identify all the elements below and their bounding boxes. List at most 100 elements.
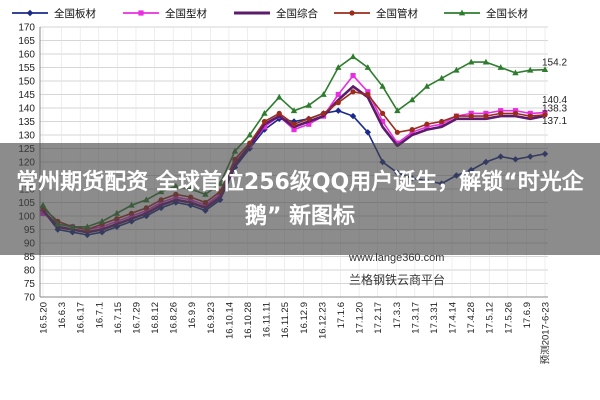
watermark-url: www.lange360.com <box>349 252 445 264</box>
data-point <box>350 73 356 79</box>
legend-item-3: 全国综合 <box>234 7 318 20</box>
y-tick-label: 160 <box>18 50 35 61</box>
data-point <box>261 110 268 116</box>
data-point <box>305 101 312 108</box>
x-tick-label: 17.6.9 <box>522 302 533 328</box>
y-tick-label: 155 <box>18 63 35 74</box>
data-point <box>335 100 341 106</box>
data-point <box>276 93 283 100</box>
data-point <box>527 110 533 116</box>
x-tick-label: 17.3.31 <box>429 302 440 334</box>
data-point <box>335 107 342 114</box>
data-point <box>290 107 298 114</box>
x-tick-label: 16.6.3 <box>57 302 68 328</box>
headline-text: 常州期货配资 全球首位256级QQ用户诞生，解锁“时光企鹅” 新图标 <box>16 170 584 229</box>
data-point <box>467 58 475 65</box>
data-point <box>483 110 489 116</box>
data-point <box>138 10 144 16</box>
data-point <box>527 66 534 73</box>
x-tick-label: 16.12.23 <box>317 302 328 339</box>
y-tick-label: 150 <box>18 77 35 88</box>
y-tick-label: 170 <box>18 23 35 34</box>
data-point <box>498 110 504 116</box>
data-point <box>512 110 519 116</box>
x-tick-label: 17.3.3 <box>392 302 403 328</box>
y-tick-label: 140 <box>18 104 35 115</box>
y-tick-label: 145 <box>18 90 35 101</box>
legend-label: 全国板材 <box>54 7 96 20</box>
data-point <box>512 69 519 76</box>
end-value-label: 137.1 <box>542 116 567 127</box>
x-tick-label: 16.7.15 <box>113 302 124 334</box>
x-tick-label: 16.11.25 <box>280 302 291 338</box>
x-tick-label: 16.9.9 <box>187 302 198 328</box>
x-tick-label: 17.4.14 <box>448 302 459 334</box>
data-point <box>365 91 371 98</box>
headline-banner <box>0 143 600 255</box>
data-point <box>408 96 416 103</box>
data-point <box>349 112 357 120</box>
x-tick-label: 16.12.9 <box>299 302 310 334</box>
data-point <box>306 121 312 127</box>
data-point <box>542 112 548 118</box>
data-point <box>483 113 489 119</box>
x-tick-label: 16.8.12 <box>150 302 161 334</box>
data-point <box>409 127 415 133</box>
y-tick-label: 75 <box>24 279 36 290</box>
data-point <box>438 74 445 81</box>
data-point <box>379 83 386 89</box>
data-point <box>497 64 504 70</box>
data-point <box>394 107 401 114</box>
y-tick-label: 85 <box>24 252 36 263</box>
data-point <box>350 89 356 95</box>
legend-label: 全国管材 <box>376 7 418 20</box>
data-point <box>335 64 342 70</box>
data-point <box>394 129 400 135</box>
legend-item-5: 全国长材 <box>444 7 528 20</box>
x-tick-label: 16.9.23 <box>206 302 217 334</box>
data-point <box>261 118 268 125</box>
data-point <box>468 110 474 116</box>
data-point <box>527 113 533 119</box>
data-point <box>482 58 490 65</box>
data-point <box>291 127 297 133</box>
legend-label: 全国型材 <box>165 7 207 20</box>
x-tick-label: 17.4.28 <box>466 302 477 334</box>
x-tick-label: 16.7.1 <box>94 302 105 328</box>
data-point <box>306 116 312 122</box>
x-tick-label: 16.6.17 <box>76 302 87 334</box>
data-point <box>276 110 282 116</box>
data-point <box>364 64 372 70</box>
data-point <box>423 83 431 89</box>
legend-item-4: 全国管材 <box>334 7 418 20</box>
x-tick-label: 预测2017-6-23 <box>541 302 552 364</box>
data-point <box>364 129 372 136</box>
data-point <box>335 91 341 98</box>
x-tick-label: 17.2.17 <box>373 302 384 334</box>
x-tick-label: 17.1.20 <box>355 302 366 334</box>
x-tick-label: 16.8.26 <box>169 302 180 334</box>
data-point <box>409 129 415 135</box>
end-value-label: 138.3 <box>542 104 567 115</box>
data-point <box>453 113 460 119</box>
x-tick-label: 16.10.14 <box>224 302 235 339</box>
data-point <box>379 118 386 125</box>
legend-item-2: 全国型材 <box>123 7 207 20</box>
x-tick-label: 16.10.28 <box>243 302 254 339</box>
y-tick-label: 70 <box>24 293 36 304</box>
data-point <box>498 108 504 114</box>
data-point <box>349 53 357 60</box>
y-tick-label: 165 <box>18 36 35 47</box>
data-point <box>246 131 253 138</box>
data-point <box>439 118 445 125</box>
data-point <box>424 121 430 127</box>
data-point <box>541 66 549 73</box>
y-tick-label: 130 <box>18 131 35 142</box>
data-point <box>320 110 327 116</box>
data-point <box>379 110 386 116</box>
end-value-label: 140.4 <box>542 95 567 106</box>
data-point <box>468 113 474 119</box>
data-point <box>365 89 371 95</box>
legend: 全国板材 全国型材 全国综合 全国管材 全国长材 <box>12 7 528 20</box>
